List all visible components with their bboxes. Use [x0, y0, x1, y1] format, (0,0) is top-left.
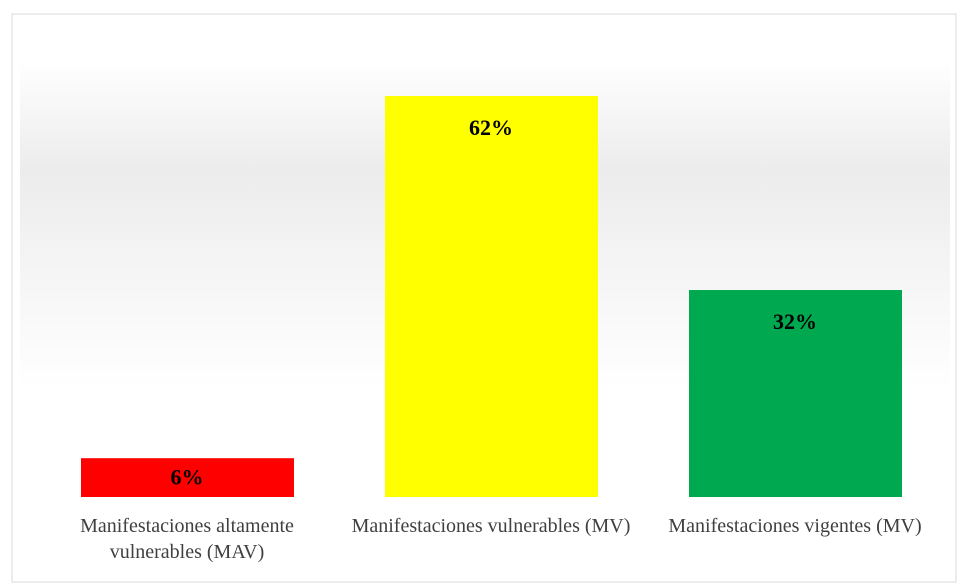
value-label: 6%: [171, 465, 204, 490]
x-tick-label: Manifestaciones altamente vulnerables (M…: [80, 515, 294, 563]
x-tick-label: Manifestaciones vigentes (MV): [668, 515, 922, 537]
value-label: 32%: [773, 309, 817, 334]
bar: [81, 458, 294, 497]
bar: [385, 96, 598, 497]
bar: [689, 290, 902, 497]
x-tick-label: Manifestaciones vulnerables (MV): [351, 515, 631, 537]
value-label: 62%: [469, 115, 513, 140]
